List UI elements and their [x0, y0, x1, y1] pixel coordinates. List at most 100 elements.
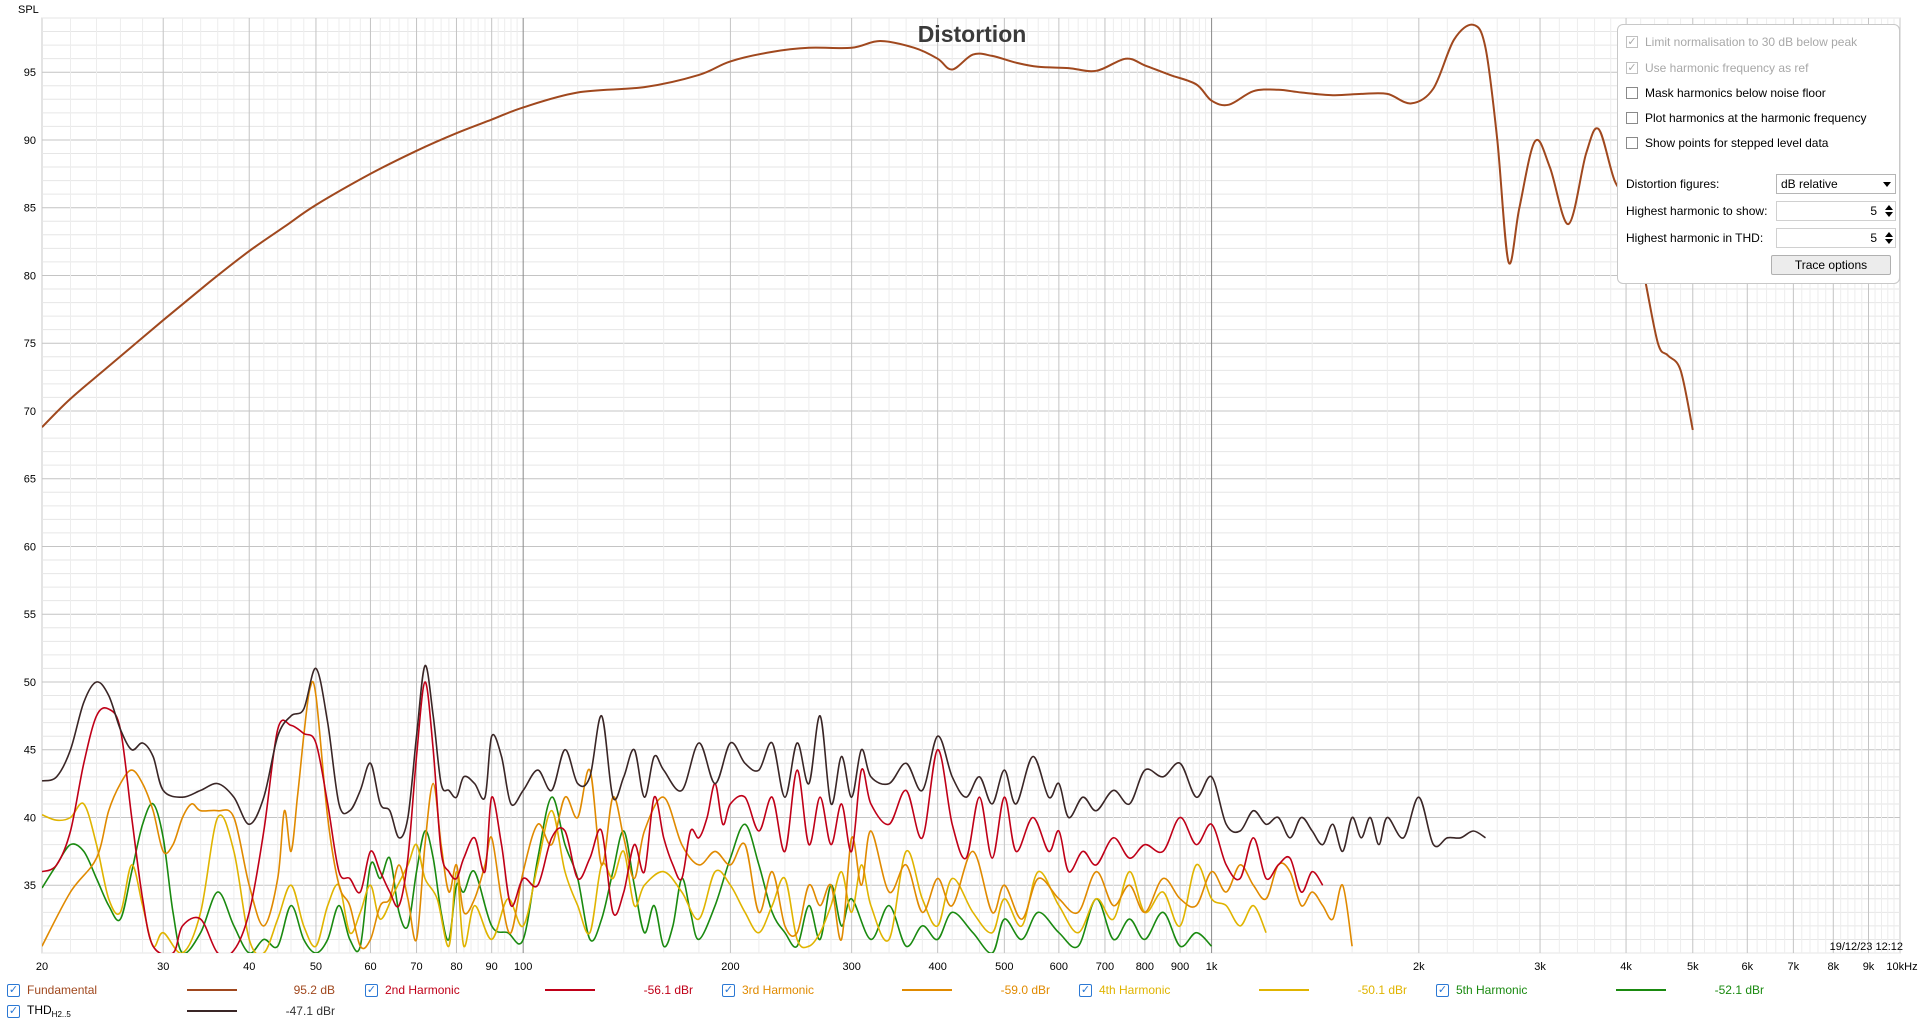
legend-item-2nd-harmonic[interactable]: 2nd Harmonic -56.1 dBr [365, 982, 693, 998]
show-points-label: Show points for stepped level data [1645, 136, 1829, 150]
legend-name: Fundamental [27, 983, 98, 997]
y-tick-label: 70 [24, 406, 36, 418]
legend-value: 95.2 dB [293, 983, 335, 997]
distortion-options-panel: Limit normalisation to 30 dB below peak … [1617, 24, 1900, 284]
legend-name: 5th Harmonic [1456, 983, 1528, 997]
legend-value: -52.1 dBr [1714, 983, 1764, 997]
x-tick-label: 6k [1741, 961, 1753, 973]
distortion-figures-label: Distortion figures: [1626, 177, 1720, 191]
highest-thd-label: Highest harmonic in THD: [1626, 231, 1764, 245]
x-tick-label: 7k [1788, 961, 1800, 973]
y-tick-label: 35 [24, 880, 36, 892]
highest-thd-row: Highest harmonic in THD: 5 [1626, 228, 1896, 248]
legend-swatch [902, 989, 952, 991]
grid [41, 17, 1901, 954]
legend-item-5th-harmonic[interactable]: 5th Harmonic -52.1 dBr [1436, 982, 1764, 998]
y-tick-label: 60 [24, 541, 36, 553]
thd-label: THD [27, 1003, 52, 1017]
legend-name: 2nd Harmonic [385, 983, 460, 997]
limit-normalisation-checkbox[interactable]: Limit normalisation to 30 dB below peak [1626, 34, 1857, 50]
mask-harmonics-box[interactable] [1626, 87, 1638, 99]
x-tick-label: 3k [1534, 961, 1546, 973]
show-points-checkbox[interactable]: Show points for stepped level data [1626, 135, 1828, 151]
mask-harmonics-label: Mask harmonics below noise floor [1645, 86, 1826, 100]
check-icon[interactable] [7, 983, 20, 997]
y-axis-label: SPL [18, 4, 39, 16]
legend-name: THDH2..5 [27, 1003, 187, 1019]
use-harmonic-ref-box[interactable] [1626, 62, 1638, 74]
legend-swatch [1616, 989, 1666, 991]
x-tick-label: 90 [486, 961, 498, 973]
legend-name: 3rd Harmonic [742, 983, 815, 997]
x-tick-label: 70 [410, 961, 422, 973]
thd-subscript: H2..5 [51, 1010, 71, 1019]
series-line-fundamental [42, 23, 1694, 431]
y-tick-label: 50 [24, 677, 36, 689]
legend-item-thd[interactable]: THDH2..5 -47.1 dBr [7, 1003, 335, 1019]
x-tick-label: 900 [1171, 961, 1189, 973]
legend-swatch [187, 1010, 237, 1012]
x-tick-label: 100 [514, 961, 532, 973]
highest-show-spinner[interactable]: 5 [1776, 201, 1896, 221]
y-tick-label: 95 [24, 67, 36, 79]
plot-harmonics-label: Plot harmonics at the harmonic frequency [1645, 111, 1867, 125]
check-icon[interactable] [1436, 983, 1449, 997]
legend-value: -47.1 dBr [285, 1004, 335, 1018]
x-tick-label: 2k [1413, 961, 1425, 973]
use-harmonic-ref-checkbox[interactable]: Use harmonic frequency as ref [1626, 60, 1808, 76]
mask-harmonics-checkbox[interactable]: Mask harmonics below noise floor [1626, 85, 1826, 101]
x-tick-label: 300 [842, 961, 860, 973]
use-harmonic-ref-label: Use harmonic frequency as ref [1645, 61, 1809, 75]
x-tick-label: 5k [1687, 961, 1699, 973]
highest-show-value: 5 [1870, 204, 1877, 218]
legend-swatch [545, 989, 595, 991]
check-icon[interactable] [1079, 983, 1092, 997]
x-tick-label: 80 [450, 961, 462, 973]
plot-harmonics-checkbox[interactable]: Plot harmonics at the harmonic frequency [1626, 110, 1866, 126]
legend-name: 4th Harmonic [1099, 983, 1171, 997]
spinner-arrows-icon[interactable] [1883, 229, 1895, 247]
y-tick-label: 75 [24, 338, 36, 350]
series-line-3rd-harmonic [42, 680, 1353, 950]
chart-title: Distortion [918, 21, 1027, 47]
legend: Fundamental 95.2 dB 2nd Harmonic -56.1 d… [0, 978, 1920, 1024]
legend-value: -59.0 dBr [1000, 983, 1050, 997]
distortion-figures-select[interactable]: dB relative [1776, 174, 1896, 194]
legend-item-4th-harmonic[interactable]: 4th Harmonic -50.1 dBr [1079, 982, 1407, 998]
plot-harmonics-box[interactable] [1626, 112, 1638, 124]
x-tick-label: 700 [1096, 961, 1114, 973]
y-tick-label: 55 [24, 609, 36, 621]
check-icon[interactable] [7, 1004, 20, 1018]
highest-thd-value: 5 [1870, 231, 1877, 245]
legend-swatch [1259, 989, 1309, 991]
highest-show-label: Highest harmonic to show: [1626, 204, 1768, 218]
legend-item-3rd-harmonic[interactable]: 3rd Harmonic -59.0 dBr [722, 982, 1050, 998]
distortion-figures-row: Distortion figures: dB relative [1626, 174, 1896, 194]
x-tick-label: 50 [310, 961, 322, 973]
legend-value: -56.1 dBr [643, 983, 693, 997]
distortion-figures-value: dB relative [1781, 177, 1838, 191]
check-icon[interactable] [365, 983, 378, 997]
x-tick-label: 600 [1050, 961, 1068, 973]
x-tick-label: 30 [157, 961, 169, 973]
y-tick-label: 45 [24, 745, 36, 757]
spinner-arrows-icon[interactable] [1883, 202, 1895, 220]
limit-normalisation-label: Limit normalisation to 30 dB below peak [1645, 35, 1858, 49]
x-tick-label: 800 [1136, 961, 1154, 973]
y-tick-label: 40 [24, 812, 36, 824]
x-tick-label: 60 [364, 961, 376, 973]
highest-thd-spinner[interactable]: 5 [1776, 228, 1896, 248]
limit-normalisation-box[interactable] [1626, 36, 1638, 48]
timestamp: 19/12/23 12:12 [1830, 941, 1903, 953]
x-tick-label: 400 [928, 961, 946, 973]
y-tick-label: 80 [24, 270, 36, 282]
check-icon[interactable] [722, 983, 735, 997]
show-points-box[interactable] [1626, 137, 1638, 149]
curves [42, 23, 1694, 953]
legend-item-fundamental[interactable]: Fundamental 95.2 dB [7, 982, 335, 998]
x-tick-label: 20 [36, 961, 48, 973]
series-line-2nd-harmonic [42, 681, 1324, 953]
trace-options-button[interactable]: Trace options [1771, 255, 1891, 275]
